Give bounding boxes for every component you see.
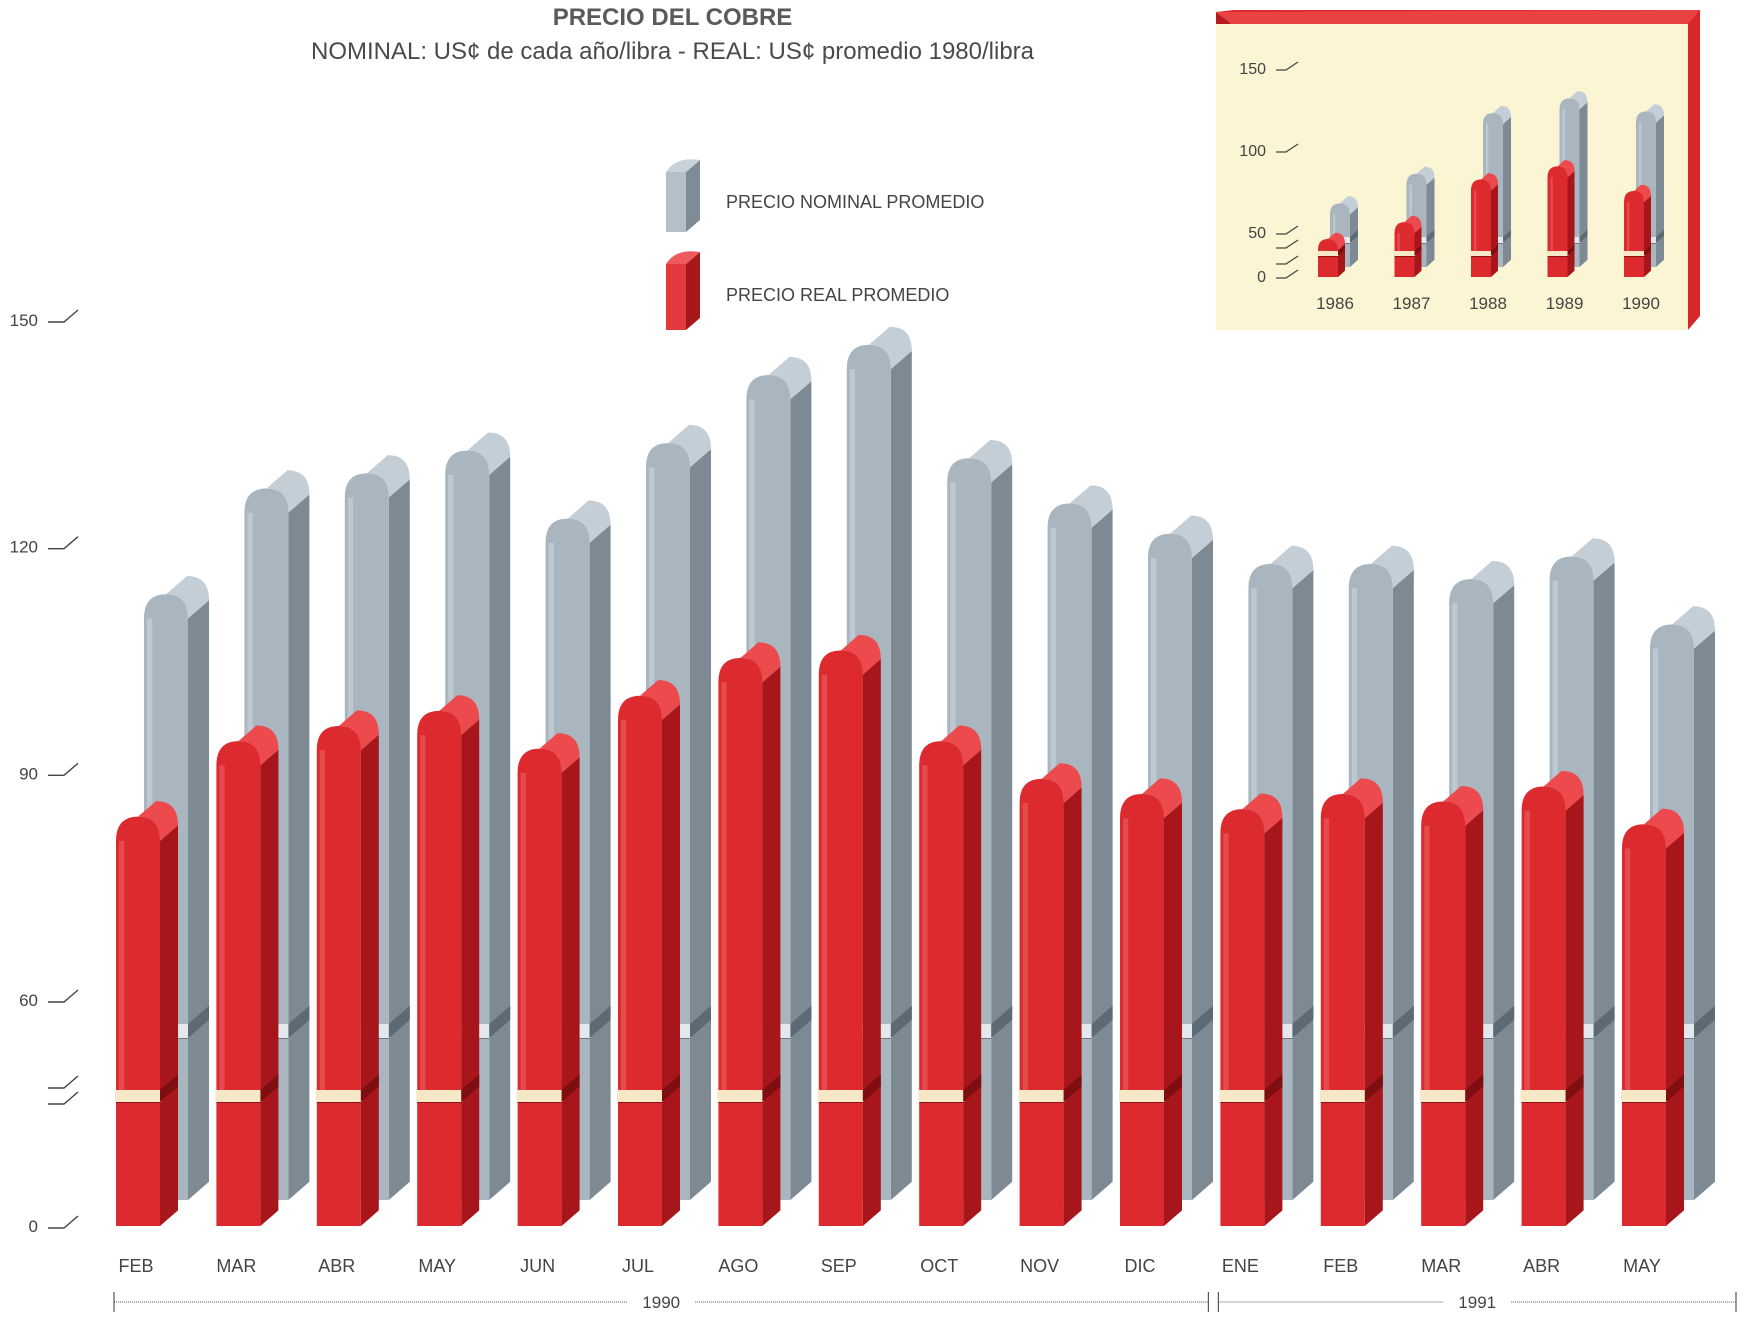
y-tick-label: 0 bbox=[29, 1217, 38, 1236]
y-tick-mark bbox=[48, 309, 79, 323]
y-tick-label: 60 bbox=[19, 991, 38, 1010]
inset-y-tick-label: 150 bbox=[1239, 61, 1266, 78]
real-bar bbox=[617, 680, 680, 1226]
x-tick-label: ENE bbox=[1222, 1256, 1259, 1276]
real-bar bbox=[1219, 793, 1283, 1226]
year-label: 1990 bbox=[642, 1293, 680, 1312]
legend bbox=[666, 159, 700, 330]
inset-x-tick-label: 1989 bbox=[1546, 294, 1584, 313]
x-tick-label: AGO bbox=[718, 1256, 758, 1276]
real-bar bbox=[115, 801, 178, 1226]
inset-frame-corner bbox=[1216, 12, 1232, 24]
x-tick-label: DIC bbox=[1125, 1256, 1156, 1276]
x-tick-label: JUL bbox=[622, 1256, 654, 1276]
year-axis: 1990 1991 bbox=[113, 1292, 1737, 1312]
legend-nominal-swatch bbox=[666, 159, 700, 232]
x-tick-label: JUN bbox=[520, 1256, 555, 1276]
y-tick-mark bbox=[48, 1215, 79, 1229]
x-tick-label: SEP bbox=[821, 1256, 857, 1276]
y-tick-label: 90 bbox=[19, 764, 38, 783]
inset-y-tick-label: 50 bbox=[1248, 225, 1266, 242]
x-tick-label: FEB bbox=[1323, 1256, 1358, 1276]
real-bar bbox=[1319, 778, 1383, 1226]
real-bar bbox=[1018, 763, 1082, 1226]
real-bar bbox=[817, 634, 881, 1226]
x-tick-label: FEB bbox=[118, 1256, 153, 1276]
x-tick-label: OCT bbox=[920, 1256, 958, 1276]
y-axis: 0 60 90 120 150 bbox=[10, 309, 79, 1236]
x-tick-label: MAY bbox=[1623, 1256, 1661, 1276]
x-tick-label: ABR bbox=[1523, 1256, 1560, 1276]
inset-frame-top bbox=[1216, 10, 1700, 24]
inset-x-tick-label: 1986 bbox=[1316, 294, 1354, 313]
y-tick-label: 150 bbox=[10, 311, 38, 330]
y-tick-mark bbox=[48, 762, 79, 777]
real-bar bbox=[918, 725, 982, 1226]
legend-nominal-label: PRECIO NOMINAL PROMEDIO bbox=[726, 192, 985, 212]
real-bar bbox=[1621, 808, 1684, 1226]
inset-x-tick-label: 1988 bbox=[1469, 294, 1507, 313]
x-tick-label: ABR bbox=[318, 1256, 355, 1276]
legend-real-label: PRECIO REAL PROMEDIO bbox=[726, 285, 950, 305]
inset-axis-break-mark bbox=[1276, 255, 1299, 265]
chart-title: PRECIO DEL COBRE bbox=[552, 4, 793, 31]
bars bbox=[115, 326, 1715, 1226]
inset-panel bbox=[1216, 24, 1688, 330]
inset-y-tick-label: 100 bbox=[1239, 143, 1266, 160]
y-tick-mark bbox=[48, 536, 79, 550]
inset-axis-break-mark bbox=[1276, 239, 1299, 249]
axis-break-mark bbox=[48, 1091, 79, 1105]
legend-real-swatch bbox=[666, 251, 700, 330]
real-bar bbox=[315, 710, 379, 1226]
real-bar bbox=[215, 725, 279, 1226]
inset-y-tick-mark bbox=[1276, 225, 1299, 235]
inset-y-tick-mark bbox=[1276, 61, 1299, 71]
y-tick-mark bbox=[48, 989, 79, 1003]
inset-real-bar bbox=[1623, 184, 1651, 277]
real-bar bbox=[1520, 770, 1584, 1226]
inset-y-tick-label: 0 bbox=[1257, 269, 1266, 286]
x-tick-label: MAR bbox=[216, 1256, 256, 1276]
inset-y-tick-mark bbox=[1276, 269, 1299, 279]
chart-subtitle: NOMINAL: US¢ de cada año/libra - REAL: U… bbox=[310, 38, 1035, 65]
inset-real-bar bbox=[1393, 215, 1422, 277]
axis-break-mark bbox=[48, 1075, 79, 1089]
real-bar bbox=[1420, 785, 1484, 1226]
inset-x-tick-label: 1990 bbox=[1622, 294, 1660, 313]
x-tick-label: MAR bbox=[1421, 1256, 1461, 1276]
inset-real-bar bbox=[1546, 160, 1575, 277]
real-bar bbox=[717, 642, 781, 1226]
inset-chart: 0 50 100 150 1986 1987 1988 1989 1990 bbox=[1216, 10, 1700, 330]
real-bar bbox=[516, 733, 580, 1226]
x-axis-labels: FEB MAR ABR MAY JUN JUL AGO SEP OCT NOV DIC ENE FEB M… bbox=[118, 1256, 1660, 1276]
year-label: 1991 bbox=[1458, 1293, 1496, 1312]
inset-y-tick-mark bbox=[1276, 143, 1299, 153]
x-tick-label: NOV bbox=[1020, 1256, 1059, 1276]
x-tick-label: MAY bbox=[418, 1256, 456, 1276]
inset-real-bar bbox=[1470, 173, 1498, 277]
real-bar bbox=[416, 695, 480, 1226]
real-bar bbox=[1119, 778, 1182, 1226]
inset-real-bar bbox=[1317, 232, 1345, 277]
y-tick-label: 120 bbox=[10, 538, 38, 557]
inset-x-tick-label: 1987 bbox=[1393, 294, 1431, 313]
